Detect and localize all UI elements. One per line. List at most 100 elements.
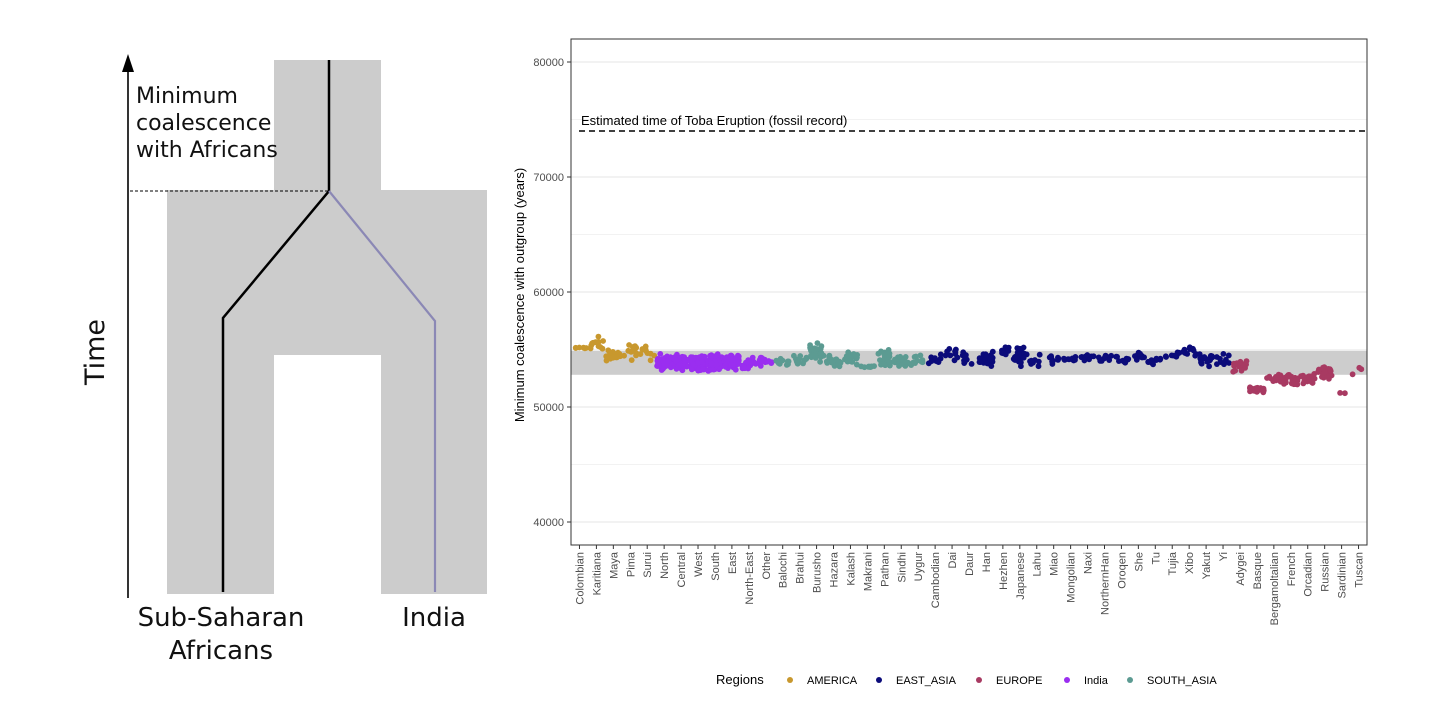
min-coalescence-label-line1: Minimum bbox=[136, 84, 238, 109]
toba-reference-label: Estimated time of Toba Eruption (fossil … bbox=[581, 113, 847, 128]
data-point bbox=[1192, 352, 1199, 359]
data-point bbox=[952, 349, 959, 356]
data-point bbox=[918, 358, 925, 365]
time-axis bbox=[122, 54, 134, 598]
data-point bbox=[1018, 359, 1024, 366]
data-point bbox=[1319, 374, 1325, 380]
data-point bbox=[690, 361, 697, 368]
data-point bbox=[961, 359, 968, 365]
x-tick-label: Colombian bbox=[575, 552, 587, 605]
data-point bbox=[747, 359, 754, 366]
y-axis-label: Minimum coalescence with outgroup (years… bbox=[512, 168, 527, 422]
grid-lines bbox=[571, 61, 1367, 523]
x-tick-label: Japanese bbox=[1015, 552, 1027, 600]
x-tick-label: Pima bbox=[625, 551, 637, 577]
data-point bbox=[630, 346, 637, 352]
india-label: India bbox=[402, 603, 466, 633]
data-point bbox=[1180, 348, 1187, 355]
data-point bbox=[988, 363, 995, 369]
x-tick-label: Tu bbox=[1150, 552, 1162, 564]
data-point bbox=[935, 359, 942, 365]
data-point bbox=[576, 344, 583, 351]
data-point bbox=[1002, 351, 1009, 358]
data-point bbox=[1020, 354, 1027, 361]
data-point bbox=[1114, 353, 1120, 360]
data-point bbox=[1291, 381, 1297, 388]
data-point bbox=[947, 352, 954, 359]
data-point bbox=[741, 364, 747, 371]
x-tick-label: Daur bbox=[964, 552, 976, 576]
legend-label: SOUTH_ASIA bbox=[1147, 675, 1217, 687]
data-point bbox=[932, 355, 938, 361]
data-point bbox=[604, 353, 611, 360]
legend: Regions AMERICA EAST_ASIA EUROPE India SOUTH_… bbox=[716, 672, 1217, 687]
x-tick-label: Balochi bbox=[778, 552, 790, 588]
data-point bbox=[807, 344, 813, 351]
data-point bbox=[583, 345, 590, 351]
data-point bbox=[1276, 373, 1283, 380]
min-coalescence-label-line2: coalescence bbox=[136, 111, 271, 136]
data-point bbox=[1298, 373, 1304, 380]
african-lineage bbox=[221, 60, 331, 592]
y-tick-label: 70000 bbox=[533, 172, 564, 184]
data-point bbox=[1349, 371, 1356, 378]
x-tick-label: Hazara bbox=[829, 551, 841, 587]
data-point bbox=[896, 363, 902, 369]
data-point bbox=[633, 352, 639, 359]
data-point bbox=[592, 339, 599, 346]
x-tick-label: Bergamoltalian bbox=[1269, 552, 1281, 625]
data-point bbox=[637, 351, 644, 357]
data-point bbox=[1017, 345, 1023, 352]
x-tick-label: Russian bbox=[1320, 552, 1332, 592]
data-point bbox=[1190, 347, 1197, 354]
data-point bbox=[1204, 358, 1211, 365]
data-point bbox=[1036, 351, 1043, 358]
sub-saharan-label-line2: Africans bbox=[169, 636, 273, 666]
data-point bbox=[1197, 355, 1204, 362]
data-point bbox=[844, 358, 851, 365]
x-tick-label: Other bbox=[761, 552, 773, 580]
x-tick-label: Lahu bbox=[1032, 552, 1044, 576]
data-point bbox=[639, 346, 646, 352]
data-point bbox=[1214, 361, 1220, 367]
x-tick-label: Burusho bbox=[812, 552, 824, 593]
data-point bbox=[1327, 367, 1334, 374]
data-point bbox=[621, 352, 627, 359]
data-point bbox=[647, 357, 654, 364]
y-tick-label: 50000 bbox=[533, 402, 564, 414]
data-point bbox=[880, 361, 887, 367]
data-point bbox=[886, 353, 893, 360]
data-point bbox=[892, 356, 898, 363]
legend-label: EUROPE bbox=[996, 675, 1042, 687]
data-point bbox=[688, 366, 695, 373]
x-tick-label: NorthernHan bbox=[1100, 552, 1112, 615]
data-point bbox=[1342, 390, 1348, 397]
data-point bbox=[795, 359, 802, 365]
data-point bbox=[1196, 351, 1203, 358]
data-point bbox=[1322, 369, 1328, 376]
data-point bbox=[675, 363, 682, 369]
data-point bbox=[1137, 350, 1143, 357]
data-point bbox=[824, 359, 830, 365]
legend-label: India bbox=[1084, 675, 1109, 687]
x-tick-label: Orcadian bbox=[1303, 552, 1315, 597]
data-point bbox=[1168, 352, 1175, 359]
data-points bbox=[572, 333, 1365, 397]
data-point bbox=[1162, 353, 1169, 360]
data-point bbox=[877, 357, 883, 363]
data-point bbox=[914, 357, 921, 364]
data-point bbox=[1028, 357, 1035, 364]
legend-label: EAST_ASIA bbox=[896, 675, 957, 687]
data-point bbox=[758, 358, 765, 365]
data-point bbox=[1247, 384, 1253, 391]
data-point bbox=[817, 350, 824, 357]
x-tick-label: Mongolian bbox=[1066, 552, 1078, 603]
data-point bbox=[1337, 390, 1343, 396]
data-point bbox=[655, 356, 662, 363]
x-tick-label: Cambodian bbox=[930, 552, 942, 608]
data-point bbox=[588, 342, 595, 349]
x-tick-label: Surui bbox=[642, 552, 654, 578]
data-point bbox=[1081, 357, 1088, 364]
data-point bbox=[605, 347, 612, 354]
